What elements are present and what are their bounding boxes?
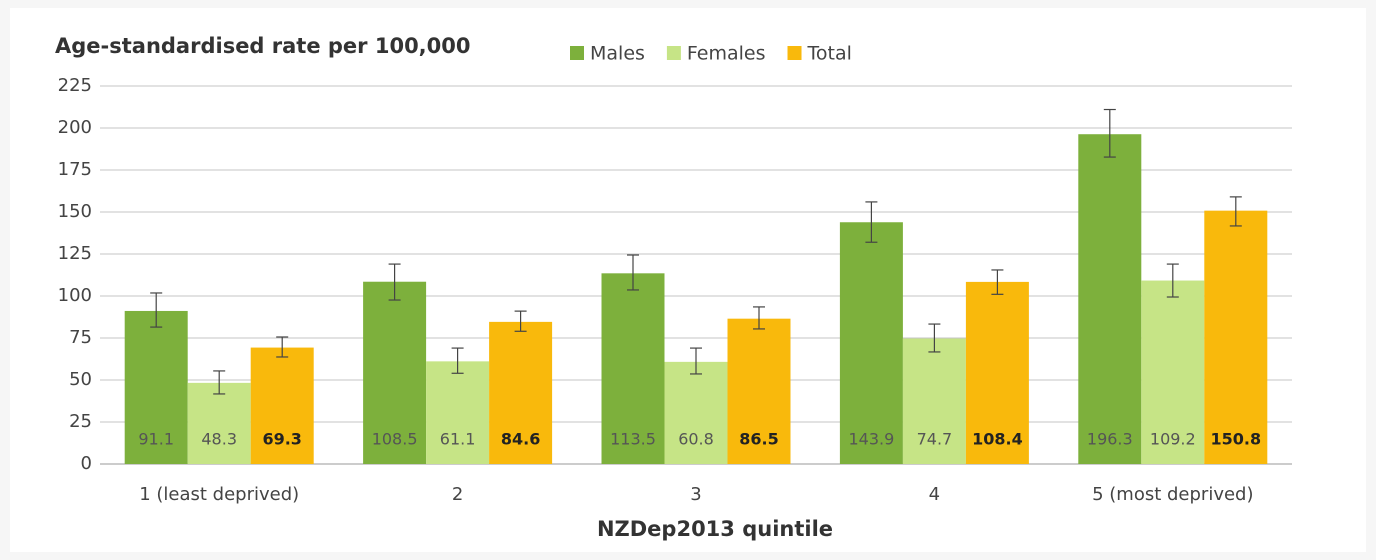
legend-swatch bbox=[570, 46, 584, 60]
data-label: 84.6 bbox=[501, 430, 540, 449]
x-axis-label: NZDep2013 quintile bbox=[597, 517, 833, 541]
x-tick-label: 5 (most deprived) bbox=[1092, 484, 1253, 505]
y-tick-label: 0 bbox=[81, 453, 92, 474]
bar bbox=[601, 273, 665, 464]
data-label: 108.4 bbox=[972, 430, 1023, 449]
data-label: 69.3 bbox=[262, 430, 301, 449]
legend-label: Females bbox=[687, 43, 766, 65]
data-label: 150.8 bbox=[1210, 430, 1261, 449]
y-tick-label: 150 bbox=[58, 201, 92, 222]
y-tick-label: 175 bbox=[58, 159, 92, 180]
bar bbox=[250, 347, 314, 464]
bar bbox=[426, 361, 490, 464]
bar bbox=[1141, 280, 1205, 464]
data-label: 74.7 bbox=[917, 430, 953, 449]
y-tick-label: 25 bbox=[69, 411, 92, 432]
data-label: 60.8 bbox=[678, 430, 714, 449]
y-tick-label: 225 bbox=[58, 75, 92, 96]
bar bbox=[664, 361, 728, 464]
data-label: 61.1 bbox=[440, 430, 476, 449]
data-label: 108.5 bbox=[372, 430, 418, 449]
y-tick-label: 75 bbox=[69, 327, 92, 348]
bar bbox=[839, 222, 903, 464]
bar bbox=[1204, 210, 1268, 464]
y-tick-label: 125 bbox=[58, 243, 92, 264]
bar bbox=[363, 281, 427, 464]
bar bbox=[1078, 134, 1142, 464]
x-tick-label: 1 (least deprived) bbox=[139, 484, 299, 505]
bar bbox=[187, 382, 251, 464]
bar bbox=[965, 281, 1029, 464]
chart-panel bbox=[10, 8, 1366, 552]
y-tick-label: 200 bbox=[58, 117, 92, 138]
legend-label: Total bbox=[807, 43, 852, 65]
chart-title: Age-standardised rate per 100,000 bbox=[55, 34, 471, 58]
data-label: 113.5 bbox=[610, 430, 656, 449]
y-tick-label: 50 bbox=[69, 369, 92, 390]
x-tick-label: 3 bbox=[690, 484, 701, 505]
data-label: 143.9 bbox=[848, 430, 894, 449]
x-tick-label: 2 bbox=[452, 484, 463, 505]
x-tick-label: 4 bbox=[929, 484, 940, 505]
y-tick-label: 100 bbox=[58, 285, 92, 306]
data-label: 196.3 bbox=[1087, 430, 1133, 449]
legend-label: Males bbox=[590, 43, 645, 65]
bar bbox=[124, 310, 188, 464]
bar bbox=[902, 338, 966, 464]
data-label: 86.5 bbox=[739, 430, 778, 449]
bar bbox=[727, 318, 791, 464]
data-label: 91.1 bbox=[138, 430, 174, 449]
data-label: 109.2 bbox=[1150, 430, 1196, 449]
bar bbox=[489, 321, 553, 464]
data-label: 48.3 bbox=[201, 430, 237, 449]
legend-swatch bbox=[787, 46, 802, 60]
legend-swatch bbox=[666, 46, 681, 60]
